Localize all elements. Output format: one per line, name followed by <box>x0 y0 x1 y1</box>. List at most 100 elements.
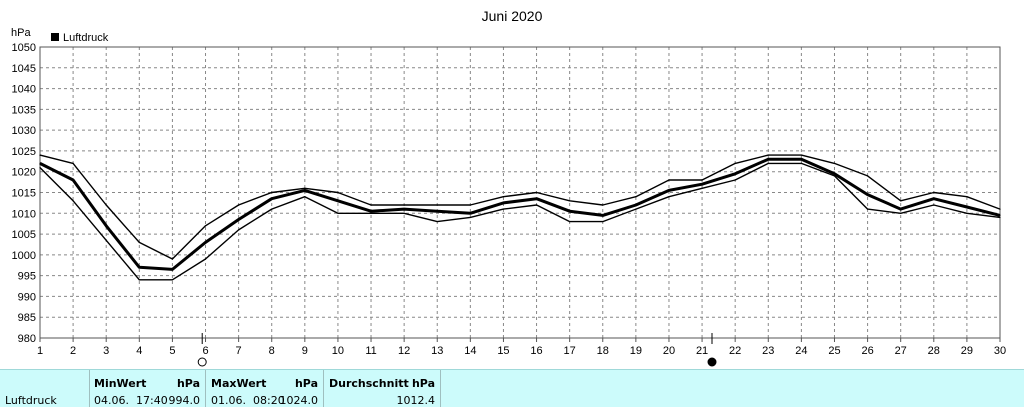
data-point-avg <box>767 158 769 160</box>
data-point-avg <box>966 206 968 208</box>
max-date: 01.06. <box>211 394 246 407</box>
data-point-avg <box>39 162 41 164</box>
data-point-min <box>668 196 670 198</box>
data-point-min <box>833 175 836 177</box>
data-point-max <box>469 204 471 206</box>
y-tick-label: 1035 <box>12 104 36 116</box>
data-point-max <box>403 204 405 206</box>
y-tick-label: 1050 <box>12 42 36 54</box>
data-point-avg <box>800 158 802 160</box>
max-header: MaxWert <box>211 377 267 390</box>
footer-avg-cell: Durchschnitt hPa 1012.4 <box>324 370 441 407</box>
footer-row-label: Luftdruck <box>5 394 57 407</box>
data-point-avg <box>900 208 902 210</box>
chart-title: Juni 2020 <box>482 8 543 24</box>
x-tick-label: 30 <box>994 345 1006 357</box>
data-point-avg <box>72 179 74 181</box>
x-tick-label: 5 <box>169 345 175 357</box>
data-point-avg <box>602 214 604 216</box>
series-line-avg <box>39 157 1001 271</box>
data-point-max <box>734 162 736 164</box>
data-point-avg <box>569 210 571 212</box>
x-tick-label: 16 <box>530 345 542 357</box>
data-point-avg <box>271 198 273 200</box>
x-tick-label: 21 <box>696 345 708 357</box>
data-point-max <box>204 225 207 227</box>
x-tick-label: 6 <box>202 345 208 357</box>
x-tick-label: 20 <box>663 345 675 357</box>
data-point-max <box>502 196 505 198</box>
x-tick-label: 14 <box>464 345 476 357</box>
x-tick-label: 3 <box>103 345 109 357</box>
y-tick-label: 980 <box>18 333 36 345</box>
data-point-max <box>833 162 836 164</box>
data-point-min <box>370 212 372 214</box>
series-line-max <box>39 154 1001 260</box>
data-point-max <box>900 200 902 202</box>
data-point-max <box>668 179 670 181</box>
data-point-min <box>900 212 902 214</box>
data-point-min <box>304 196 306 198</box>
legend-swatch <box>51 33 59 41</box>
new-moon-icon <box>197 357 207 367</box>
data-point-min <box>569 221 571 223</box>
summary-footer: Luftdruck MinWert hPa 04.06. 17:40 994.0… <box>0 369 1024 407</box>
data-point-avg <box>370 210 372 212</box>
data-point-min <box>204 258 207 260</box>
data-point-max <box>72 162 74 164</box>
data-point-max <box>569 200 571 202</box>
data-point-avg <box>635 204 637 206</box>
avg-value: 1012.4 <box>396 394 436 407</box>
data-point-min <box>966 212 968 214</box>
data-point-max <box>635 196 637 198</box>
data-point-max <box>999 208 1001 210</box>
data-point-max <box>271 191 273 194</box>
avg-header: Durchschnitt <box>329 377 409 390</box>
min-time: 17:40 <box>136 394 168 407</box>
data-point-avg <box>436 210 438 212</box>
data-point-avg <box>105 225 107 227</box>
data-point-min <box>171 279 174 281</box>
pressure-chart: Juni 2020 hPa Luftdruck 9809859909951000… <box>11 8 1006 367</box>
data-point-max <box>370 204 372 206</box>
data-point-avg <box>204 241 207 243</box>
data-point-max <box>436 204 438 206</box>
data-point-max <box>105 204 107 206</box>
x-tick-label: 4 <box>136 345 142 357</box>
data-point-max <box>535 191 538 194</box>
data-point-avg <box>701 183 703 185</box>
x-tick-label: 28 <box>928 345 940 357</box>
data-point-avg <box>171 268 174 271</box>
series-line-min <box>39 162 1001 281</box>
data-point-max <box>171 258 174 260</box>
data-point-min <box>337 212 339 214</box>
data-point-min <box>701 187 703 189</box>
x-tick-label: 26 <box>861 345 873 357</box>
data-point-min <box>72 200 74 202</box>
data-point-avg <box>668 189 670 192</box>
data-point-avg <box>337 200 339 202</box>
data-point-avg <box>833 173 836 175</box>
y-axis-label: hPa <box>11 27 31 39</box>
data-point-avg <box>502 202 505 204</box>
data-point-min <box>933 204 935 206</box>
x-tick-label: 29 <box>961 345 973 357</box>
min-header: MinWert <box>94 377 147 390</box>
min-date: 04.06. <box>94 394 129 407</box>
data-point-min <box>866 208 869 210</box>
y-tick-label: 1025 <box>12 146 36 158</box>
y-tick-label: 1020 <box>12 167 36 179</box>
y-ticks: 980 985 990 995 1000 1005 1010 1015 1020 1025 1030… <box>12 42 36 345</box>
legend-label: Luftdruck <box>63 32 109 44</box>
data-point-max <box>767 154 769 156</box>
data-point-avg <box>238 218 240 221</box>
data-point-min <box>271 208 273 210</box>
data-point-max <box>39 154 41 156</box>
data-point-max <box>138 241 140 243</box>
x-tick-label: 18 <box>597 345 609 357</box>
data-point-avg <box>933 198 935 200</box>
x-tick-label: 12 <box>398 345 410 357</box>
x-tick-label: 8 <box>269 345 275 357</box>
x-tick-label: 23 <box>762 345 774 357</box>
data-point-min <box>602 221 604 223</box>
